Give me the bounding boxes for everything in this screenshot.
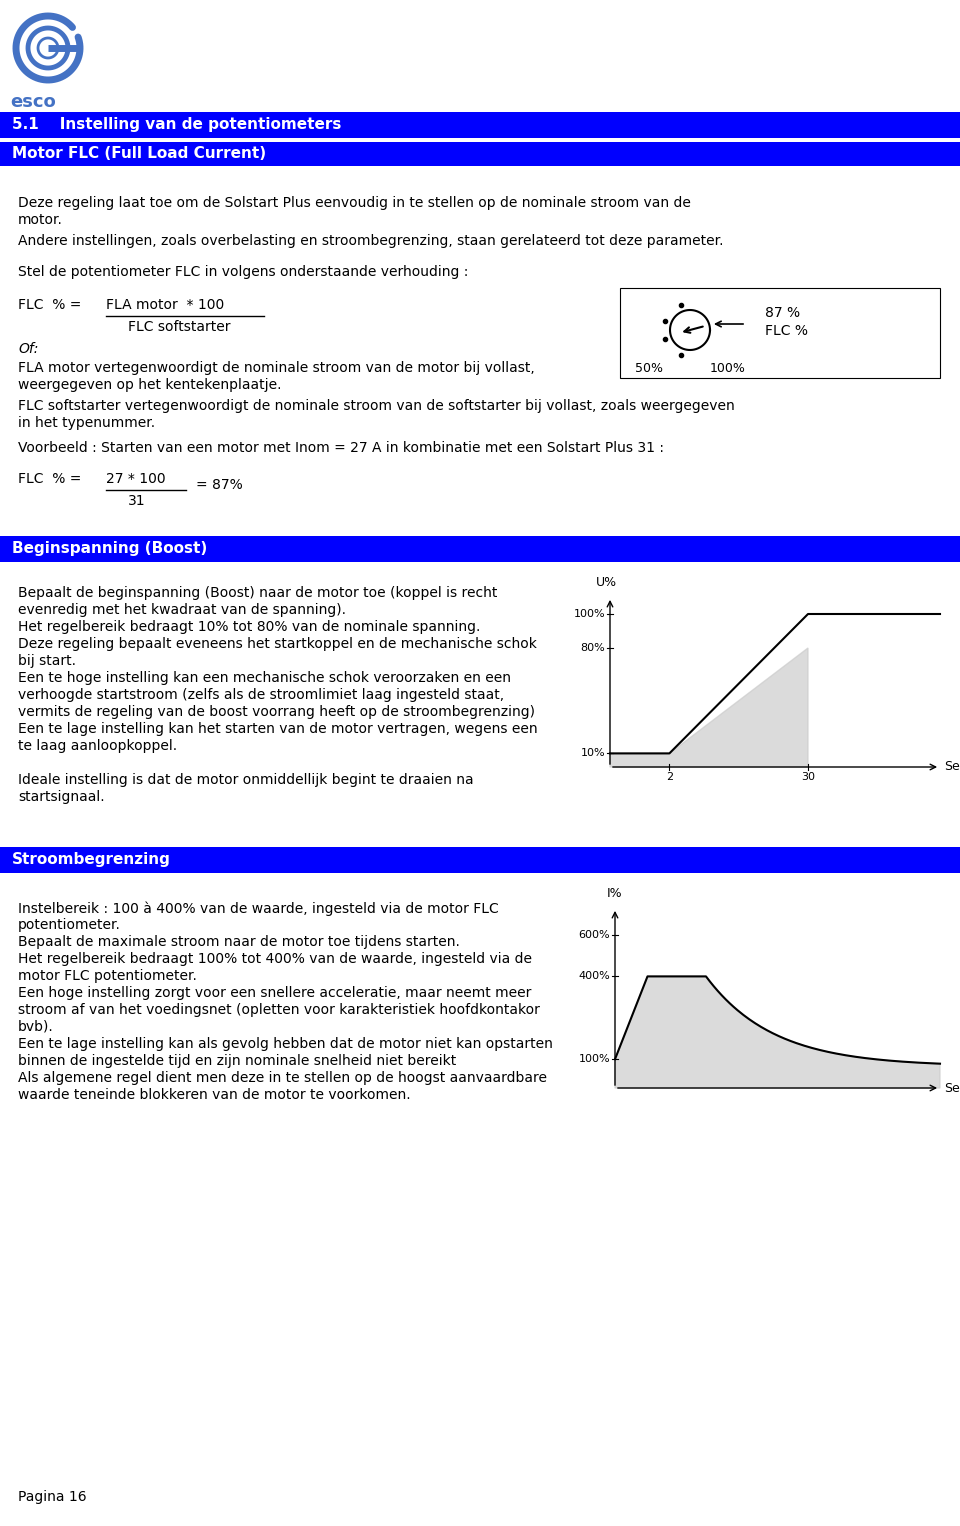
Text: Stroombegrenzing: Stroombegrenzing xyxy=(12,852,171,867)
Text: Een te hoge instelling kan een mechanische schok veroorzaken en een: Een te hoge instelling kan een mechanisc… xyxy=(18,671,511,685)
Text: 2: 2 xyxy=(666,772,673,781)
Text: 100%: 100% xyxy=(573,609,605,620)
Bar xyxy=(0,142,960,166)
Text: Het regelbereik bedraagt 100% tot 400% van de waarde, ingesteld via de: Het regelbereik bedraagt 100% tot 400% v… xyxy=(18,952,532,966)
Text: Voorbeeld : Starten van een motor met Inom = 27 A in kombinatie met een Solstart: Voorbeeld : Starten van een motor met In… xyxy=(18,441,664,455)
Text: 30: 30 xyxy=(801,772,815,781)
Text: potentiometer.: potentiometer. xyxy=(18,919,121,932)
Text: Een te lage instelling kan als gevolg hebben dat de motor niet kan opstarten: Een te lage instelling kan als gevolg he… xyxy=(18,1038,553,1051)
Text: in het typenummer.: in het typenummer. xyxy=(18,417,156,430)
Text: Een hoge instelling zorgt voor een snellere acceleratie, maar neemt meer: Een hoge instelling zorgt voor een snell… xyxy=(18,986,532,1000)
Text: Motor FLC (Full Load Current): Motor FLC (Full Load Current) xyxy=(12,146,266,162)
Text: waarde teneinde blokkeren van de motor te voorkomen.: waarde teneinde blokkeren van de motor t… xyxy=(18,1088,411,1102)
Text: 50%: 50% xyxy=(635,362,663,375)
Text: Andere instellingen, zoals overbelasting en stroombegrenzing, staan gerelateerd : Andere instellingen, zoals overbelasting… xyxy=(18,233,724,249)
Text: motor.: motor. xyxy=(18,214,62,227)
Text: startsignaal.: startsignaal. xyxy=(18,790,105,804)
Polygon shape xyxy=(610,649,808,768)
Bar xyxy=(0,847,960,873)
Text: 27 * 100: 27 * 100 xyxy=(106,472,166,485)
Text: Deze regeling bepaalt eveneens het startkoppel en de mechanische schok: Deze regeling bepaalt eveneens het start… xyxy=(18,636,537,652)
Text: te laag aanloopkoppel.: te laag aanloopkoppel. xyxy=(18,739,178,752)
Text: motor FLC potentiometer.: motor FLC potentiometer. xyxy=(18,969,197,983)
Text: vermits de regeling van de boost voorrang heeft op de stroombegrenzing): vermits de regeling van de boost voorran… xyxy=(18,705,535,719)
Text: FLC softstarter: FLC softstarter xyxy=(128,320,230,334)
Text: bvb).: bvb). xyxy=(18,1019,54,1035)
Text: 10%: 10% xyxy=(581,748,605,758)
Text: evenredig met het kwadraat van de spanning).: evenredig met het kwadraat van de spanni… xyxy=(18,603,346,617)
Text: FLC softstarter vertegenwoordigt de nominale stroom van de softstarter bij volla: FLC softstarter vertegenwoordigt de nomi… xyxy=(18,398,734,414)
Text: FLA motor vertegenwoordigt de nominale stroom van de motor bij vollast,: FLA motor vertegenwoordigt de nominale s… xyxy=(18,362,535,375)
Text: 100%: 100% xyxy=(710,362,746,375)
Text: bij start.: bij start. xyxy=(18,655,76,668)
Text: Bepaalt de maximale stroom naar de motor toe tijdens starten.: Bepaalt de maximale stroom naar de motor… xyxy=(18,935,460,949)
Text: Instelbereik : 100 à 400% van de waarde, ingesteld via de motor FLC: Instelbereik : 100 à 400% van de waarde,… xyxy=(18,900,499,916)
Text: weergegeven op het kentekenplaatje.: weergegeven op het kentekenplaatje. xyxy=(18,378,281,392)
Text: Sec.: Sec. xyxy=(944,760,960,774)
Text: FLC  % =: FLC % = xyxy=(18,472,82,485)
Text: FLC %: FLC % xyxy=(765,324,808,337)
Text: 31: 31 xyxy=(128,494,146,508)
Text: 600%: 600% xyxy=(578,929,610,940)
Text: Of:: Of: xyxy=(18,342,38,356)
Text: Deze regeling laat toe om de Solstart Plus eenvoudig in te stellen op de nominal: Deze regeling laat toe om de Solstart Pl… xyxy=(18,195,691,211)
Text: U%: U% xyxy=(595,575,616,589)
Text: Beginspanning (Boost): Beginspanning (Boost) xyxy=(12,542,207,555)
Text: Een te lage instelling kan het starten van de motor vertragen, wegens een: Een te lage instelling kan het starten v… xyxy=(18,722,538,736)
Text: FLC  % =: FLC % = xyxy=(18,298,82,311)
Text: I%: I% xyxy=(607,887,623,900)
Bar xyxy=(0,111,960,137)
Text: Als algemene regel dient men deze in te stellen op de hoogst aanvaardbare: Als algemene regel dient men deze in te … xyxy=(18,1071,547,1085)
Text: stroom af van het voedingsnet (opletten voor karakteristiek hoofdkontakor: stroom af van het voedingsnet (opletten … xyxy=(18,1003,540,1016)
Text: 5.1    Instelling van de potentiometers: 5.1 Instelling van de potentiometers xyxy=(12,118,342,133)
Text: esco: esco xyxy=(10,93,56,111)
Text: Ideale instelling is dat de motor onmiddellijk begint te draaien na: Ideale instelling is dat de motor onmidd… xyxy=(18,774,473,787)
Bar xyxy=(0,536,960,562)
Text: FLA motor  * 100: FLA motor * 100 xyxy=(106,298,225,311)
Polygon shape xyxy=(615,977,940,1088)
Text: = 87%: = 87% xyxy=(196,478,243,491)
Text: Sec.: Sec. xyxy=(944,1082,960,1094)
Text: Stel de potentiometer FLC in volgens onderstaande verhouding :: Stel de potentiometer FLC in volgens ond… xyxy=(18,266,468,279)
Bar xyxy=(620,288,940,378)
Text: Bepaalt de beginspanning (Boost) naar de motor toe (koppel is recht: Bepaalt de beginspanning (Boost) naar de… xyxy=(18,586,497,600)
Text: 80%: 80% xyxy=(580,642,605,653)
Text: Het regelbereik bedraagt 10% tot 80% van de nominale spanning.: Het regelbereik bedraagt 10% tot 80% van… xyxy=(18,620,480,633)
Text: 87 %: 87 % xyxy=(765,307,800,320)
Text: 400%: 400% xyxy=(578,972,610,981)
Text: verhoogde startstroom (zelfs als de stroomlimiet laag ingesteld staat,: verhoogde startstroom (zelfs als de stro… xyxy=(18,688,504,702)
Text: 100%: 100% xyxy=(578,1054,610,1064)
Text: Pagina 16: Pagina 16 xyxy=(18,1489,86,1505)
Text: binnen de ingestelde tijd en zijn nominale snelheid niet bereikt: binnen de ingestelde tijd en zijn nomina… xyxy=(18,1054,456,1068)
